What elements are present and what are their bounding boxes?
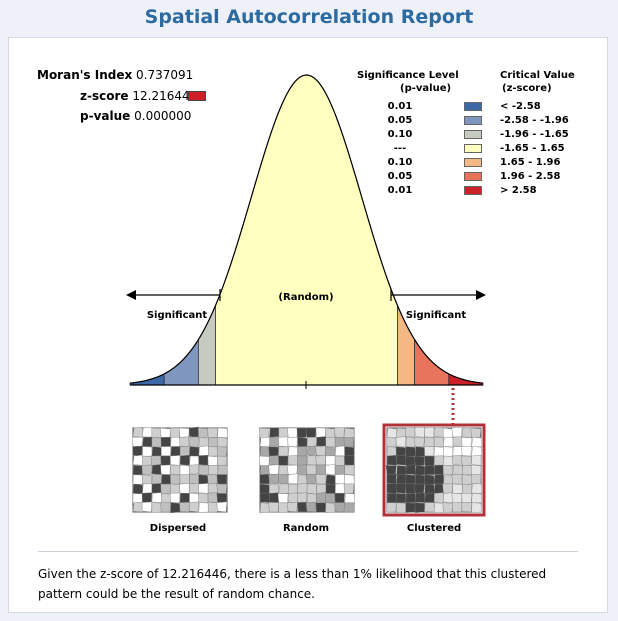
legend-row: 0.01 > 2.58 [340, 185, 580, 197]
distribution-region [215, 74, 398, 386]
dispersed-label: Dispersed [149, 523, 207, 534]
legend-z-range: < -2.58 [500, 101, 541, 112]
legend-z-range: > 2.58 [500, 185, 537, 196]
report-title: Spatial Autocorrelation Report [144, 6, 474, 28]
crit-header-1: Critical Value [500, 70, 575, 81]
legend-color-swatch [464, 130, 482, 139]
legend-p-value: 0.05 [387, 171, 413, 182]
z-score-row: z-score 12.216446 [80, 89, 197, 103]
legend-z-range: 1.96 - 2.58 [500, 171, 561, 182]
p-value-row: p-value 0.000000 [80, 109, 191, 123]
curve-outline [129, 74, 484, 384]
legend-p-value: 0.05 [387, 115, 413, 126]
legend-color-swatch [464, 116, 482, 125]
morans-index-row: Moran's Index 0.737091 [37, 68, 193, 82]
legend-color-swatch [464, 186, 482, 195]
legend-row: --- -1.65 - 1.65 [340, 143, 580, 155]
left-significant-label: Significant [147, 310, 208, 321]
legend-color-swatch [464, 102, 482, 111]
sig-header-2: (p-value) [400, 83, 452, 94]
left-significant-arrow [126, 289, 221, 301]
legend-color-swatch [464, 144, 482, 153]
legend-p-value: 0.10 [387, 157, 413, 168]
legend-row: 0.10 1.65 - 1.96 [340, 157, 580, 169]
z-score-color-swatch [188, 91, 206, 101]
crit-header-2: (z-score) [502, 83, 552, 94]
random-region-label: (Random) [278, 292, 333, 303]
legend-p-value: 0.01 [387, 101, 413, 112]
sig-header-1: Significance Level [357, 70, 459, 81]
caption-divider [38, 551, 578, 552]
z-score-label: z-score [80, 89, 129, 103]
p-value-label: p-value [80, 109, 131, 123]
legend-row: 0.05 1.96 - 2.58 [340, 171, 580, 183]
z-score-value: 12.216446 [132, 89, 198, 103]
legend-z-range: -2.58 - -1.96 [500, 115, 569, 126]
random-label: Random [282, 523, 329, 534]
legend-p-value: 0.10 [387, 129, 413, 140]
legend-row: 0.05 -2.58 - -1.96 [340, 115, 580, 127]
right-significant-label: Significant [406, 310, 467, 321]
legend-color-swatch [464, 172, 482, 181]
morans-index-value: 0.737091 [136, 68, 194, 82]
legend-row: 0.10 -1.96 - -1.65 [340, 129, 580, 141]
distribution-region [448, 373, 484, 386]
clustered-label: Clustered [406, 523, 462, 534]
p-value-value: 0.000000 [134, 109, 192, 123]
legend-row: 0.01 < -2.58 [340, 101, 580, 113]
legend-color-swatch [464, 158, 482, 167]
right-significant-arrow [390, 289, 486, 301]
dispersed-pattern-map [132, 426, 228, 514]
morans-index-label: Moran's Index [37, 68, 133, 82]
legend-z-range: 1.65 - 1.96 [500, 157, 561, 168]
interpretation-caption: Given the z-score of 12.216446, there is… [38, 567, 547, 601]
distribution-region [129, 373, 165, 386]
legend-p-value: 0.01 [387, 185, 413, 196]
legend-z-range: -1.65 - 1.65 [500, 143, 565, 154]
legend-z-range: -1.96 - -1.65 [500, 129, 569, 140]
legend-p-value: --- [393, 143, 407, 154]
clustered-pattern-map [385, 426, 483, 514]
clustered-highlight-frame [382, 423, 486, 517]
random-pattern-map [258, 427, 356, 514]
